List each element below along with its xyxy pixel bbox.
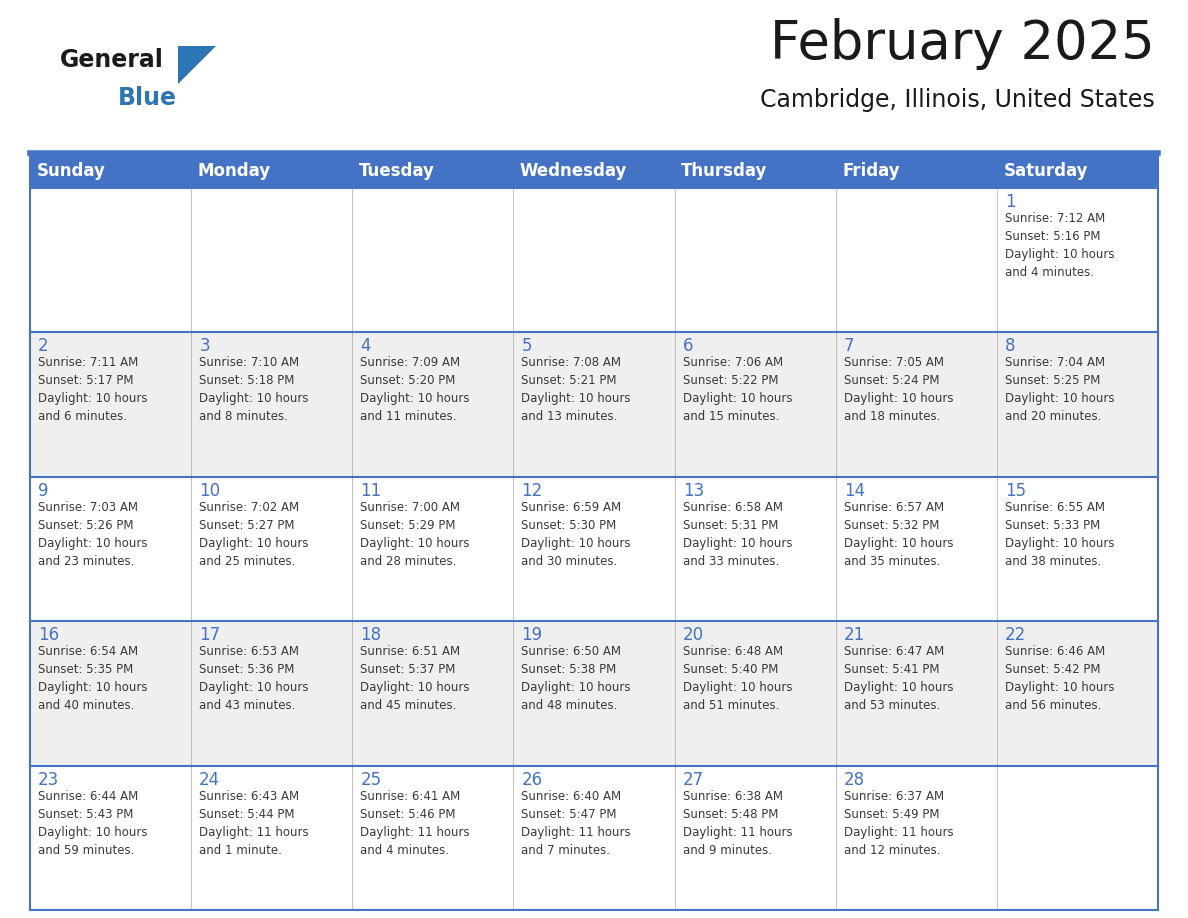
Text: Sunrise: 6:59 AM
Sunset: 5:30 PM
Daylight: 10 hours
and 30 minutes.: Sunrise: 6:59 AM Sunset: 5:30 PM Dayligh… bbox=[522, 501, 631, 568]
Text: 21: 21 bbox=[843, 626, 865, 644]
Text: 12: 12 bbox=[522, 482, 543, 499]
Text: 13: 13 bbox=[683, 482, 703, 499]
Text: 9: 9 bbox=[38, 482, 49, 499]
Text: Sunrise: 6:40 AM
Sunset: 5:47 PM
Daylight: 11 hours
and 7 minutes.: Sunrise: 6:40 AM Sunset: 5:47 PM Dayligh… bbox=[522, 789, 631, 856]
Text: Sunrise: 6:41 AM
Sunset: 5:46 PM
Daylight: 11 hours
and 4 minutes.: Sunrise: 6:41 AM Sunset: 5:46 PM Dayligh… bbox=[360, 789, 470, 856]
Text: Sunrise: 7:12 AM
Sunset: 5:16 PM
Daylight: 10 hours
and 4 minutes.: Sunrise: 7:12 AM Sunset: 5:16 PM Dayligh… bbox=[1005, 212, 1114, 279]
Text: Friday: Friday bbox=[842, 162, 899, 181]
Text: 10: 10 bbox=[200, 482, 220, 499]
Text: Sunrise: 7:08 AM
Sunset: 5:21 PM
Daylight: 10 hours
and 13 minutes.: Sunrise: 7:08 AM Sunset: 5:21 PM Dayligh… bbox=[522, 356, 631, 423]
Text: 8: 8 bbox=[1005, 338, 1016, 355]
Text: 5: 5 bbox=[522, 338, 532, 355]
Text: Blue: Blue bbox=[118, 86, 177, 110]
Text: Sunrise: 7:02 AM
Sunset: 5:27 PM
Daylight: 10 hours
and 25 minutes.: Sunrise: 7:02 AM Sunset: 5:27 PM Dayligh… bbox=[200, 501, 309, 568]
Text: Cambridge, Illinois, United States: Cambridge, Illinois, United States bbox=[760, 88, 1155, 112]
Bar bbox=[30, 766, 1158, 910]
Bar bbox=[30, 155, 1158, 188]
Text: 23: 23 bbox=[38, 770, 59, 789]
Text: General: General bbox=[61, 48, 164, 72]
Text: Sunrise: 7:11 AM
Sunset: 5:17 PM
Daylight: 10 hours
and 6 minutes.: Sunrise: 7:11 AM Sunset: 5:17 PM Dayligh… bbox=[38, 356, 147, 423]
Text: Sunrise: 6:37 AM
Sunset: 5:49 PM
Daylight: 11 hours
and 12 minutes.: Sunrise: 6:37 AM Sunset: 5:49 PM Dayligh… bbox=[843, 789, 954, 856]
Text: 15: 15 bbox=[1005, 482, 1026, 499]
Bar bbox=[30, 188, 1158, 332]
Text: Sunrise: 7:03 AM
Sunset: 5:26 PM
Daylight: 10 hours
and 23 minutes.: Sunrise: 7:03 AM Sunset: 5:26 PM Dayligh… bbox=[38, 501, 147, 568]
Text: 3: 3 bbox=[200, 338, 210, 355]
Text: Sunday: Sunday bbox=[37, 162, 106, 181]
Text: 11: 11 bbox=[360, 482, 381, 499]
Text: Sunrise: 6:54 AM
Sunset: 5:35 PM
Daylight: 10 hours
and 40 minutes.: Sunrise: 6:54 AM Sunset: 5:35 PM Dayligh… bbox=[38, 645, 147, 712]
Bar bbox=[30, 476, 1158, 621]
Text: Sunrise: 6:44 AM
Sunset: 5:43 PM
Daylight: 10 hours
and 59 minutes.: Sunrise: 6:44 AM Sunset: 5:43 PM Dayligh… bbox=[38, 789, 147, 856]
Text: Sunrise: 6:55 AM
Sunset: 5:33 PM
Daylight: 10 hours
and 38 minutes.: Sunrise: 6:55 AM Sunset: 5:33 PM Dayligh… bbox=[1005, 501, 1114, 568]
Text: Sunrise: 6:38 AM
Sunset: 5:48 PM
Daylight: 11 hours
and 9 minutes.: Sunrise: 6:38 AM Sunset: 5:48 PM Dayligh… bbox=[683, 789, 792, 856]
Text: 26: 26 bbox=[522, 770, 543, 789]
Text: Sunrise: 7:10 AM
Sunset: 5:18 PM
Daylight: 10 hours
and 8 minutes.: Sunrise: 7:10 AM Sunset: 5:18 PM Dayligh… bbox=[200, 356, 309, 423]
Text: Sunrise: 6:51 AM
Sunset: 5:37 PM
Daylight: 10 hours
and 45 minutes.: Sunrise: 6:51 AM Sunset: 5:37 PM Dayligh… bbox=[360, 645, 469, 712]
Text: 20: 20 bbox=[683, 626, 703, 644]
Text: Tuesday: Tuesday bbox=[359, 162, 435, 181]
Text: 6: 6 bbox=[683, 338, 693, 355]
Text: Sunrise: 6:57 AM
Sunset: 5:32 PM
Daylight: 10 hours
and 35 minutes.: Sunrise: 6:57 AM Sunset: 5:32 PM Dayligh… bbox=[843, 501, 953, 568]
Text: Wednesday: Wednesday bbox=[520, 162, 627, 181]
Bar bbox=[30, 621, 1158, 766]
Text: 22: 22 bbox=[1005, 626, 1026, 644]
Text: 1: 1 bbox=[1005, 193, 1016, 211]
Text: Sunrise: 6:46 AM
Sunset: 5:42 PM
Daylight: 10 hours
and 56 minutes.: Sunrise: 6:46 AM Sunset: 5:42 PM Dayligh… bbox=[1005, 645, 1114, 712]
Text: Sunrise: 6:48 AM
Sunset: 5:40 PM
Daylight: 10 hours
and 51 minutes.: Sunrise: 6:48 AM Sunset: 5:40 PM Dayligh… bbox=[683, 645, 792, 712]
Text: 7: 7 bbox=[843, 338, 854, 355]
Bar bbox=[30, 332, 1158, 476]
Text: Sunrise: 6:47 AM
Sunset: 5:41 PM
Daylight: 10 hours
and 53 minutes.: Sunrise: 6:47 AM Sunset: 5:41 PM Dayligh… bbox=[843, 645, 953, 712]
Text: Sunrise: 6:53 AM
Sunset: 5:36 PM
Daylight: 10 hours
and 43 minutes.: Sunrise: 6:53 AM Sunset: 5:36 PM Dayligh… bbox=[200, 645, 309, 712]
Text: 28: 28 bbox=[843, 770, 865, 789]
Text: Thursday: Thursday bbox=[681, 162, 767, 181]
Text: 19: 19 bbox=[522, 626, 543, 644]
Text: 4: 4 bbox=[360, 338, 371, 355]
Text: Sunrise: 7:00 AM
Sunset: 5:29 PM
Daylight: 10 hours
and 28 minutes.: Sunrise: 7:00 AM Sunset: 5:29 PM Dayligh… bbox=[360, 501, 469, 568]
Text: 25: 25 bbox=[360, 770, 381, 789]
Text: 16: 16 bbox=[38, 626, 59, 644]
Text: Sunrise: 6:50 AM
Sunset: 5:38 PM
Daylight: 10 hours
and 48 minutes.: Sunrise: 6:50 AM Sunset: 5:38 PM Dayligh… bbox=[522, 645, 631, 712]
Text: Sunrise: 6:58 AM
Sunset: 5:31 PM
Daylight: 10 hours
and 33 minutes.: Sunrise: 6:58 AM Sunset: 5:31 PM Dayligh… bbox=[683, 501, 792, 568]
Text: Sunrise: 7:04 AM
Sunset: 5:25 PM
Daylight: 10 hours
and 20 minutes.: Sunrise: 7:04 AM Sunset: 5:25 PM Dayligh… bbox=[1005, 356, 1114, 423]
Text: 2: 2 bbox=[38, 338, 49, 355]
Polygon shape bbox=[178, 46, 216, 84]
Text: 18: 18 bbox=[360, 626, 381, 644]
Text: February 2025: February 2025 bbox=[770, 18, 1155, 70]
Text: Monday: Monday bbox=[197, 162, 271, 181]
Text: Sunrise: 7:09 AM
Sunset: 5:20 PM
Daylight: 10 hours
and 11 minutes.: Sunrise: 7:09 AM Sunset: 5:20 PM Dayligh… bbox=[360, 356, 469, 423]
Text: 27: 27 bbox=[683, 770, 703, 789]
Text: 14: 14 bbox=[843, 482, 865, 499]
Text: Sunrise: 7:06 AM
Sunset: 5:22 PM
Daylight: 10 hours
and 15 minutes.: Sunrise: 7:06 AM Sunset: 5:22 PM Dayligh… bbox=[683, 356, 792, 423]
Text: Sunrise: 7:05 AM
Sunset: 5:24 PM
Daylight: 10 hours
and 18 minutes.: Sunrise: 7:05 AM Sunset: 5:24 PM Dayligh… bbox=[843, 356, 953, 423]
Text: 24: 24 bbox=[200, 770, 220, 789]
Text: Sunrise: 6:43 AM
Sunset: 5:44 PM
Daylight: 11 hours
and 1 minute.: Sunrise: 6:43 AM Sunset: 5:44 PM Dayligh… bbox=[200, 789, 309, 856]
Text: 17: 17 bbox=[200, 626, 220, 644]
Text: Saturday: Saturday bbox=[1004, 162, 1088, 181]
